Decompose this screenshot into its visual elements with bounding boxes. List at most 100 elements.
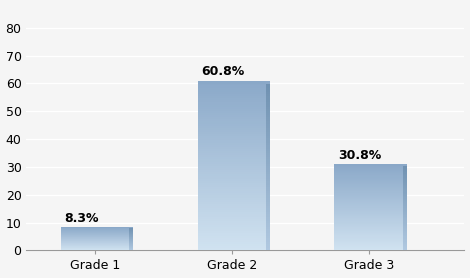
Bar xyxy=(403,240,407,241)
Bar xyxy=(334,214,403,215)
Bar xyxy=(197,81,266,83)
Bar xyxy=(403,232,407,233)
Bar xyxy=(334,192,403,194)
Bar xyxy=(197,197,266,200)
Bar xyxy=(334,217,403,218)
Bar xyxy=(266,162,270,164)
Bar xyxy=(334,174,403,175)
Bar xyxy=(403,207,407,208)
Bar xyxy=(266,126,270,128)
Bar xyxy=(334,249,403,250)
Bar xyxy=(266,90,270,92)
Bar xyxy=(197,223,266,225)
Bar xyxy=(129,236,133,237)
Bar xyxy=(197,134,266,136)
Bar xyxy=(334,243,403,244)
Bar xyxy=(129,230,133,231)
Bar xyxy=(266,231,270,234)
Bar xyxy=(334,169,403,170)
Bar xyxy=(266,189,270,191)
Bar xyxy=(197,221,266,223)
Bar xyxy=(266,187,270,189)
Bar xyxy=(403,233,407,234)
Bar xyxy=(266,153,270,155)
Bar xyxy=(61,247,129,248)
Bar xyxy=(129,233,133,234)
Bar xyxy=(197,85,266,88)
Bar xyxy=(334,177,403,178)
Bar xyxy=(197,181,266,183)
Bar xyxy=(266,94,270,96)
Bar xyxy=(266,121,270,123)
Bar xyxy=(266,149,270,151)
Bar xyxy=(334,178,403,179)
Bar xyxy=(266,210,270,212)
Bar xyxy=(61,244,129,245)
Bar xyxy=(197,149,266,151)
Bar xyxy=(403,222,407,224)
Bar xyxy=(403,224,407,225)
Bar xyxy=(403,185,407,186)
Bar xyxy=(197,219,266,221)
Bar xyxy=(266,109,270,111)
Bar xyxy=(266,193,270,195)
Bar xyxy=(334,236,403,238)
Bar xyxy=(266,159,270,162)
Bar xyxy=(403,200,407,201)
Bar xyxy=(403,245,407,246)
Bar xyxy=(334,201,403,202)
Bar xyxy=(197,191,266,193)
Bar xyxy=(197,189,266,191)
Bar xyxy=(403,236,407,238)
Bar xyxy=(403,203,407,204)
Bar xyxy=(403,183,407,184)
Bar xyxy=(334,180,403,181)
Text: 60.8%: 60.8% xyxy=(202,65,245,78)
Bar xyxy=(129,246,133,247)
Bar xyxy=(266,138,270,140)
Bar xyxy=(197,153,266,155)
Bar xyxy=(197,164,266,166)
Bar xyxy=(403,243,407,244)
Bar xyxy=(266,200,270,202)
Bar xyxy=(334,190,403,192)
Bar xyxy=(61,234,129,235)
Bar xyxy=(403,239,407,240)
Bar xyxy=(61,233,129,234)
Bar xyxy=(197,242,266,244)
Bar xyxy=(197,147,266,149)
Bar xyxy=(334,244,403,245)
Bar xyxy=(266,204,270,206)
Bar xyxy=(334,211,403,212)
Bar xyxy=(266,219,270,221)
Bar xyxy=(334,208,403,210)
Bar xyxy=(197,166,266,168)
Bar xyxy=(197,229,266,231)
Bar xyxy=(197,187,266,189)
Bar xyxy=(61,239,129,240)
Bar xyxy=(334,183,403,184)
Bar xyxy=(129,248,133,249)
Bar xyxy=(334,233,403,234)
Bar xyxy=(403,172,407,173)
Bar xyxy=(334,232,403,233)
Bar xyxy=(403,247,407,248)
Bar xyxy=(197,90,266,92)
Text: 30.8%: 30.8% xyxy=(338,149,382,162)
Bar xyxy=(266,195,270,198)
Bar xyxy=(403,237,407,239)
Bar xyxy=(266,143,270,145)
Bar xyxy=(334,184,403,185)
Bar xyxy=(403,188,407,189)
Bar xyxy=(334,215,403,216)
Bar xyxy=(266,100,270,102)
Bar xyxy=(266,178,270,181)
Bar xyxy=(197,183,266,185)
Bar xyxy=(197,159,266,162)
Bar xyxy=(266,147,270,149)
Bar xyxy=(403,171,407,172)
Bar xyxy=(197,155,266,157)
Bar xyxy=(334,230,403,231)
Bar xyxy=(334,172,403,173)
Bar xyxy=(334,204,403,205)
